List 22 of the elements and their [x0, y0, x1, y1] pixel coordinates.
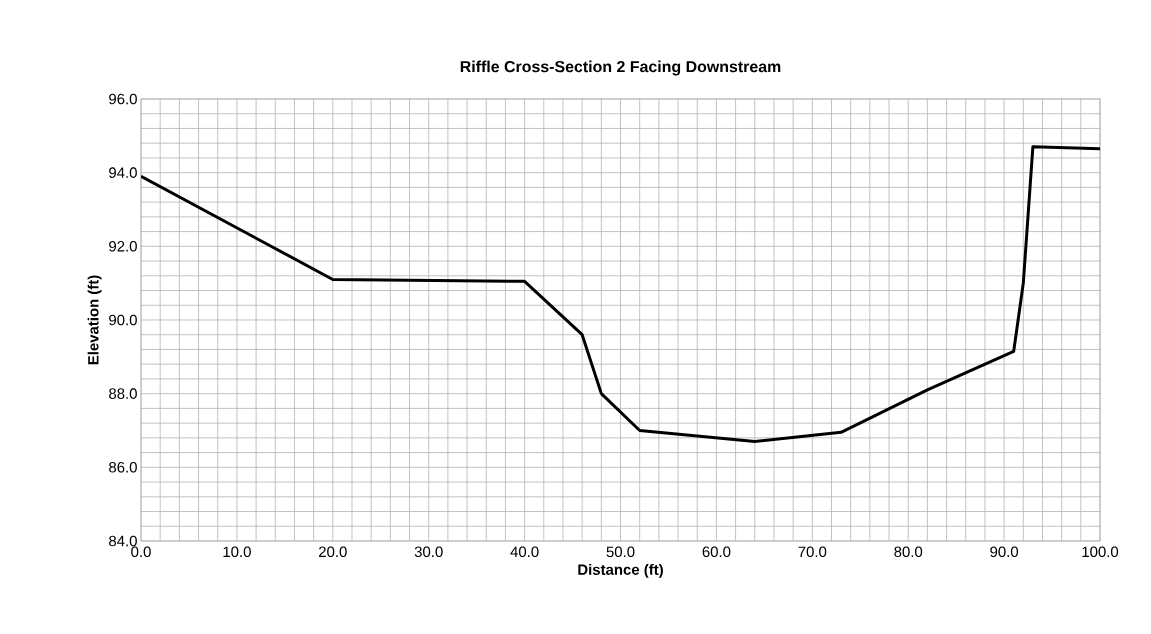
- x-tick-label: 70.0: [798, 546, 827, 558]
- x-tick-label: 80.0: [894, 546, 923, 558]
- chart-title: Riffle Cross-Section 2 Facing Downstream: [460, 60, 781, 76]
- x-axis-title: Distance (ft): [578, 563, 663, 578]
- x-tick-label: 100.0: [1082, 546, 1119, 558]
- y-tick-label: 96.0: [109, 93, 137, 105]
- y-tick-label: 94.0: [109, 167, 137, 178]
- y-tick-label: 86.0: [109, 462, 137, 473]
- x-tick-label: 60.0: [702, 546, 731, 558]
- x-tick-label: 30.0: [414, 546, 443, 558]
- x-tick-label: 90.0: [990, 546, 1019, 558]
- y-tick-label: 84.0: [109, 535, 137, 547]
- y-tick-label: 88.0: [109, 388, 137, 399]
- y-axis-title: Elevation (ft): [87, 275, 102, 365]
- x-tick-label: 20.0: [319, 546, 347, 558]
- y-tick-label: 90.0: [109, 314, 137, 326]
- x-tick-label: 40.0: [510, 546, 539, 558]
- x-tick-label: 0.0: [131, 546, 151, 558]
- x-tick-label: 10.0: [223, 546, 251, 558]
- x-tick-label: 50.0: [606, 546, 635, 558]
- y-tick-label: 92.0: [109, 241, 137, 252]
- line-series: [141, 145, 1101, 444]
